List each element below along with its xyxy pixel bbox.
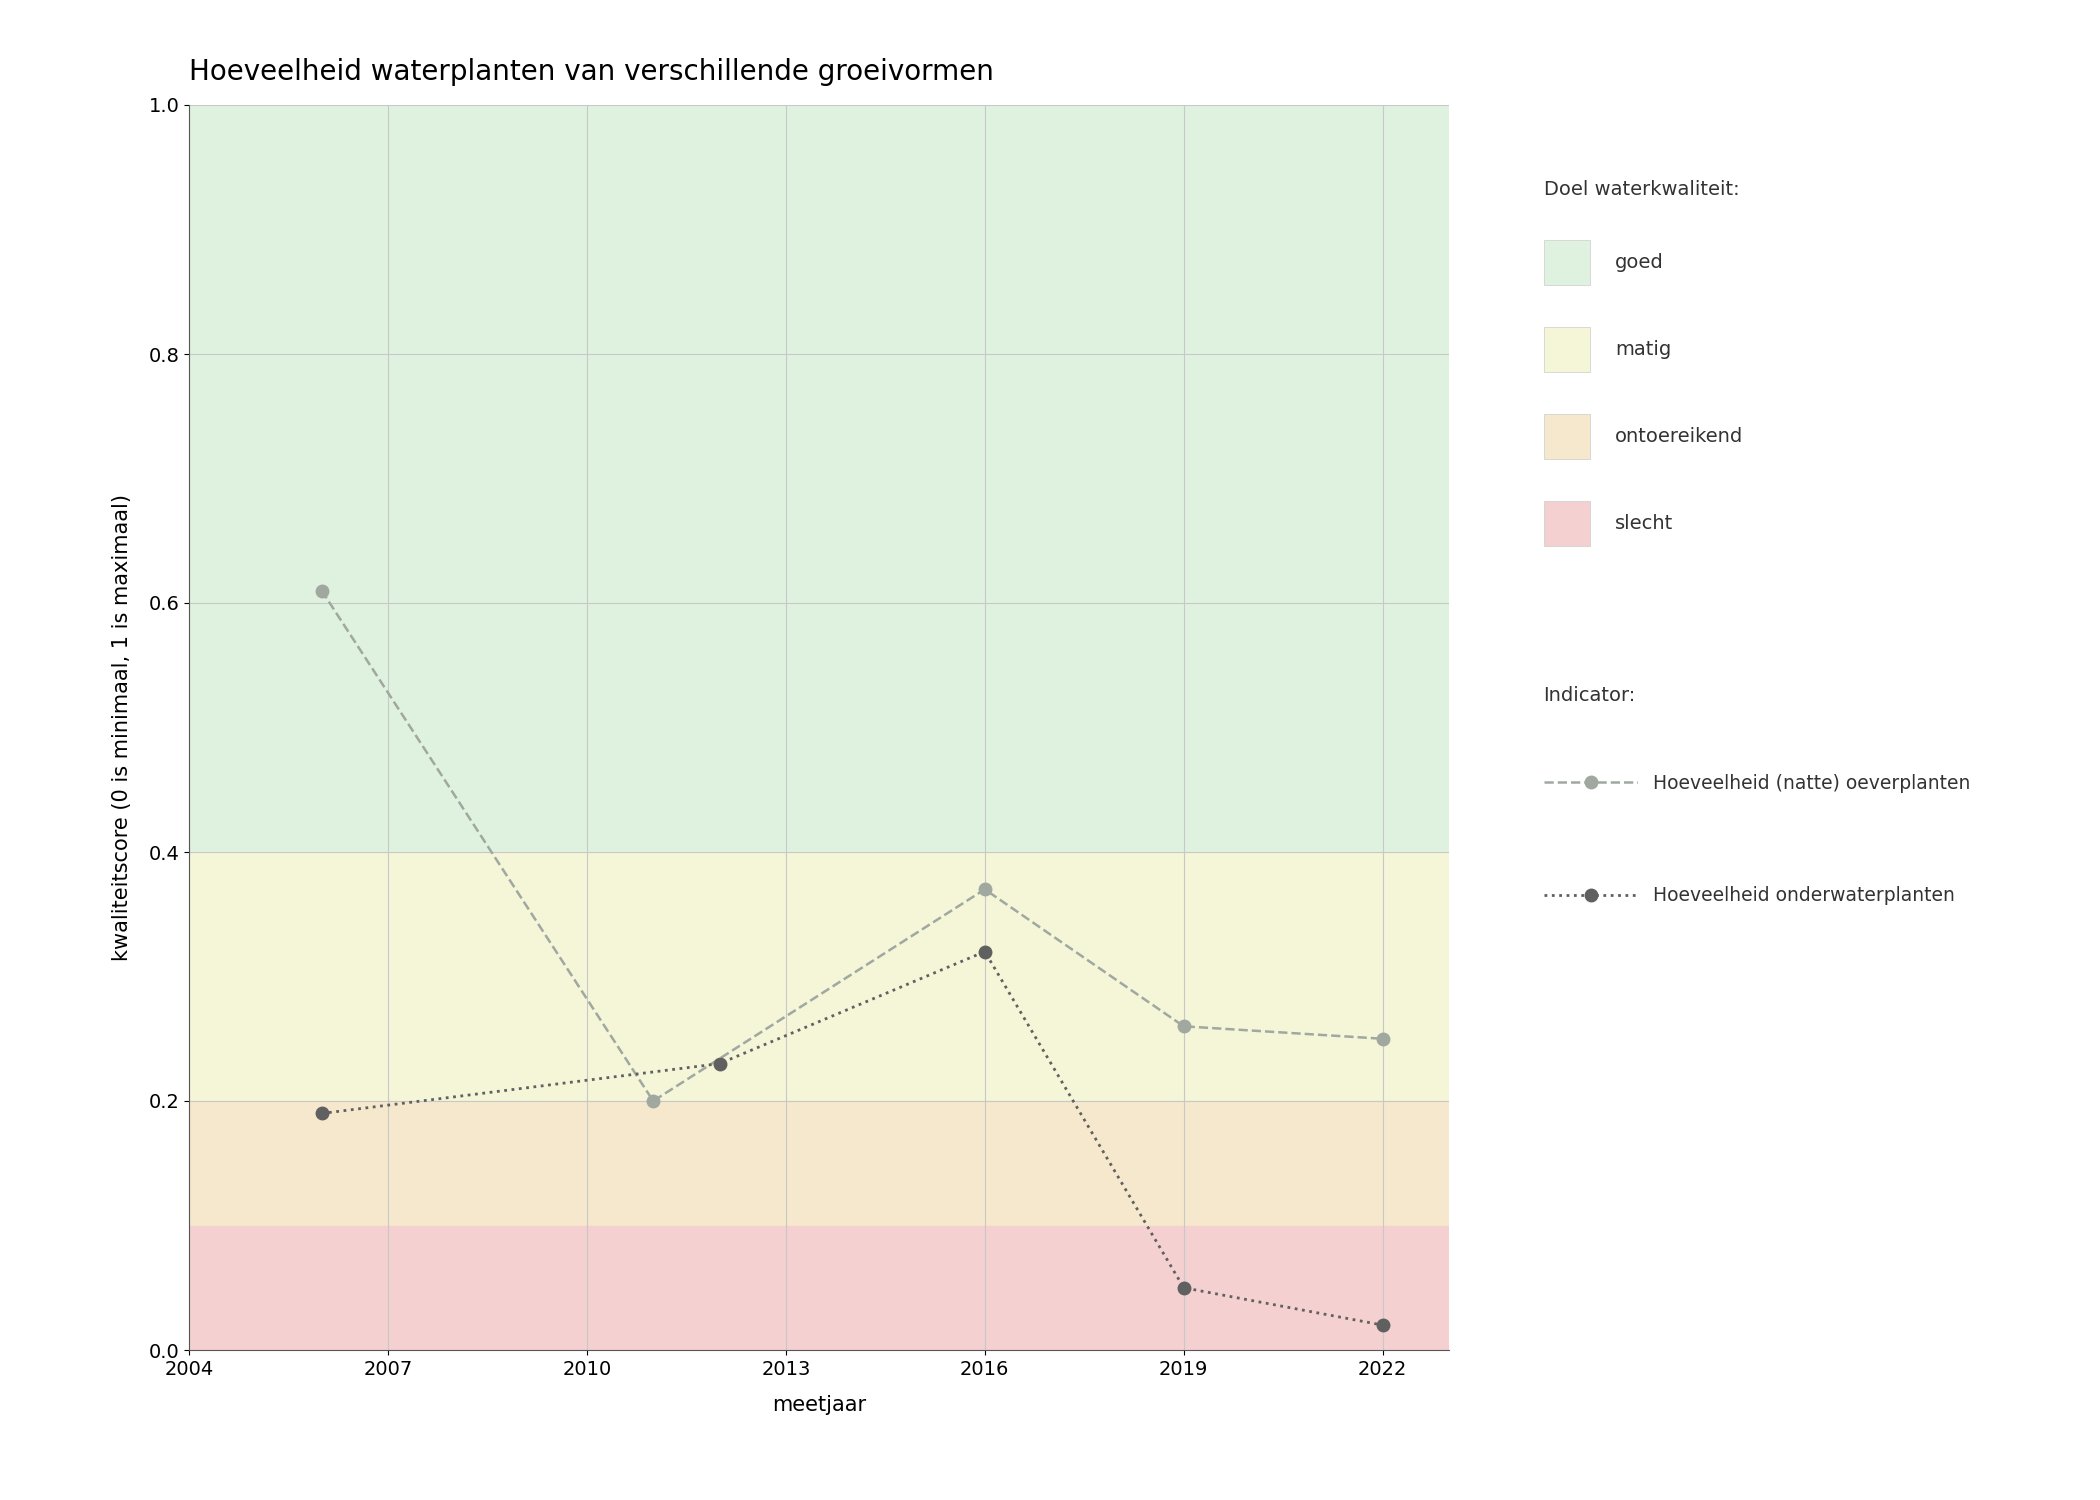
Bar [189, 1226, 1449, 1350]
Text: Hoeveelheid waterplanten van verschillende groeivormen: Hoeveelheid waterplanten van verschillen… [189, 58, 993, 86]
Bar [189, 852, 1449, 1101]
Text: ontoereikend: ontoereikend [1615, 427, 1743, 445]
Text: Hoeveelheid (natte) oeverplanten: Hoeveelheid (natte) oeverplanten [1653, 774, 1970, 792]
Text: slecht: slecht [1615, 514, 1674, 532]
Text: matig: matig [1615, 340, 1672, 358]
Y-axis label: kwaliteitscore (0 is minimaal, 1 is maximaal): kwaliteitscore (0 is minimaal, 1 is maxi… [111, 494, 132, 962]
Text: Doel waterkwaliteit:: Doel waterkwaliteit: [1544, 180, 1739, 200]
Bar [189, 1101, 1449, 1226]
Text: goed: goed [1615, 254, 1663, 272]
Text: Hoeveelheid onderwaterplanten: Hoeveelheid onderwaterplanten [1653, 886, 1955, 904]
Bar [189, 105, 1449, 852]
Text: Indicator:: Indicator: [1544, 686, 1636, 705]
X-axis label: meetjaar: meetjaar [773, 1395, 865, 1416]
